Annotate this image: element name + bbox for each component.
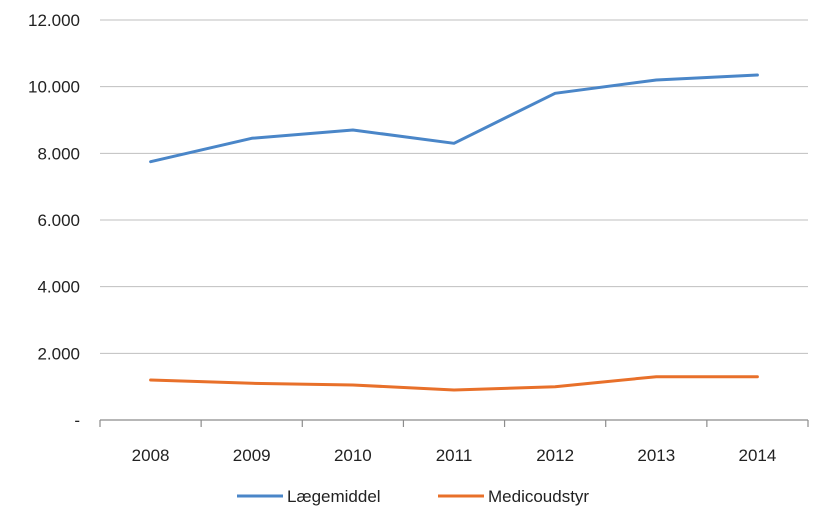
y-tick-label: - [74,411,80,430]
y-tick-label: 2.000 [37,344,80,363]
series-line-l-gemiddel [149,73,759,164]
legend-label: Medicoudstyr [488,487,589,506]
gridlines [100,19,808,354]
series-line-medicoudstyr [149,375,759,392]
x-tick-label: 2010 [334,446,372,465]
x-tick-label: 2012 [536,446,574,465]
x-tick-label: 2008 [132,446,170,465]
y-tick-label: 12.000 [28,11,80,30]
x-axis-tick-labels: 2008 2009 2010 2011 2012 2013 2014 [132,446,777,465]
y-tick-label: 6.000 [37,211,80,230]
x-tick-label: 2013 [637,446,675,465]
y-tick-label: 4.000 [37,278,80,297]
y-axis-tick-labels: - 2.000 4.000 6.000 8.000 10.000 12.000 [28,11,80,430]
x-tick-label: 2014 [739,446,777,465]
y-tick-label: 10.000 [28,78,80,97]
x-tick-label: 2011 [436,446,473,465]
legend: Lægemiddel Medicoudstyr [237,487,589,506]
x-tick-label: 2009 [233,446,271,465]
legend-label: Lægemiddel [287,487,381,506]
y-tick-label: 8.000 [37,144,80,163]
x-axis [99,419,809,427]
series-lines [149,73,759,392]
